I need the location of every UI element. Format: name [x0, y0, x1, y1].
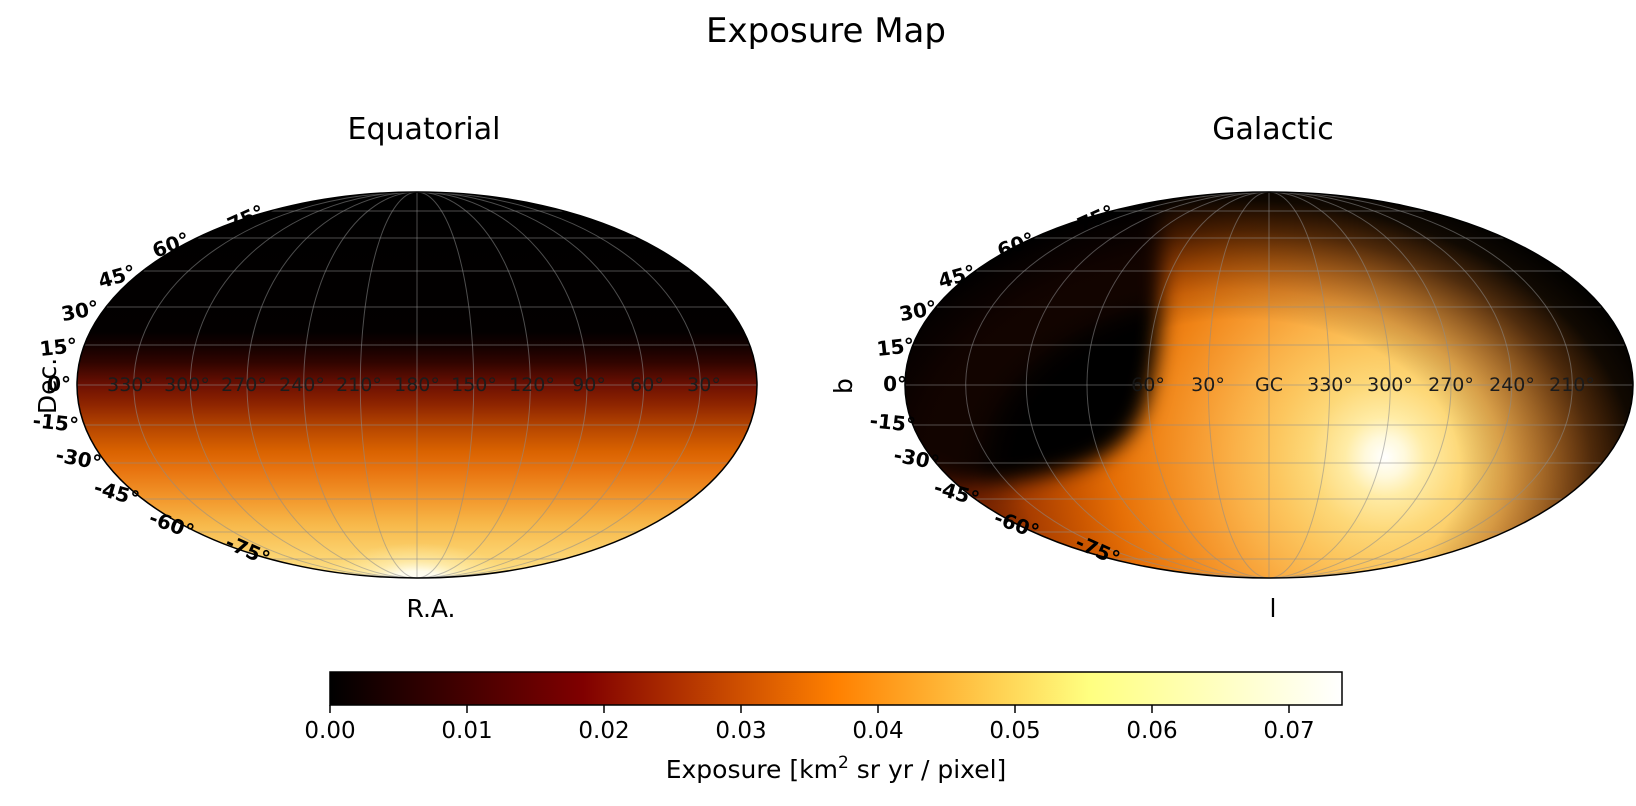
colorbar: 0.00 0.01 0.02 0.03 0.04 0.05 0.06 0.07 …	[304, 671, 1343, 784]
lon-label: 180°	[394, 374, 440, 396]
colorbar-tick: 0.07	[1263, 718, 1314, 744]
galactic-map: 75° 60° 45° 30° 15° 0° -15° -30° -45° -6…	[829, 191, 1634, 623]
colorbar-tick: 0.00	[304, 718, 355, 744]
lat-label: 15°	[875, 333, 915, 361]
lon-label: 240°	[1489, 374, 1535, 396]
lon-label: 270°	[1428, 374, 1474, 396]
galactic-map-title: Galactic	[1212, 112, 1333, 147]
colorbar-label-superscript: 2	[838, 753, 849, 773]
colorbar-label: Exposure [km2 sr yr / pixel]	[666, 753, 1007, 784]
figure-title: Exposure Map	[706, 11, 946, 51]
colorbar-gradient	[329, 671, 1343, 706]
equatorial-xlabel: R.A.	[406, 594, 455, 623]
galactic-lon-labels: 60° 30° GC 330° 300° 270° 240° 210°	[1131, 374, 1595, 396]
lat-label: 0°	[883, 372, 907, 396]
galactic-map-fill	[905, 192, 1633, 578]
lat-label: 0°	[47, 372, 71, 396]
lon-label: 270°	[221, 374, 267, 396]
equatorial-graticule	[77, 192, 757, 578]
colorbar-tick: 0.05	[989, 718, 1040, 744]
galactic-map-outline	[904, 191, 1634, 579]
colorbar-label-prefix: Exposure [km	[666, 755, 838, 784]
colorbar-tick: 0.01	[441, 718, 492, 744]
lon-label: 120°	[509, 374, 555, 396]
lon-label: 210°	[1549, 374, 1595, 396]
lon-label: 30°	[1191, 374, 1225, 396]
lat-label: -15°	[869, 408, 917, 437]
lon-label: 330°	[1307, 374, 1353, 396]
lat-label: 15°	[38, 333, 78, 361]
lat-label: -15°	[32, 408, 80, 437]
equatorial-ylabel: Dec.	[33, 358, 62, 414]
colorbar-tick: 0.04	[852, 718, 903, 744]
equatorial-map-title: Equatorial	[348, 112, 501, 147]
equatorial-map-fill	[77, 192, 757, 578]
galactic-xlabel: l	[1270, 594, 1277, 623]
colorbar-tick-marks	[329, 705, 1290, 713]
lat-label: 30°	[59, 295, 101, 326]
equatorial-map: 75° 60° 45° 30° 15° 0° -15° -30° -45° -6…	[32, 191, 758, 623]
colorbar-tick: 0.03	[715, 718, 766, 744]
lon-label: 210°	[336, 374, 382, 396]
lon-label: 300°	[164, 374, 210, 396]
colorbar-tick: 0.06	[1126, 718, 1177, 744]
lon-label: 60°	[1131, 374, 1165, 396]
colorbar-tick-labels: 0.00 0.01 0.02 0.03 0.04 0.05 0.06 0.07	[304, 718, 1314, 744]
colorbar-label-suffix: sr yr / pixel]	[849, 755, 1007, 784]
lon-label: 150°	[451, 374, 497, 396]
lon-label: 30°	[687, 374, 721, 396]
lon-label: 240°	[279, 374, 325, 396]
lon-label: 60°	[630, 374, 664, 396]
equatorial-lon-labels: 330° 300° 270° 240° 210° 180° 150° 120° …	[107, 374, 721, 396]
lon-label-galactic-center: GC	[1255, 374, 1283, 396]
lon-label: 330°	[107, 374, 153, 396]
colorbar-tick: 0.02	[578, 718, 629, 744]
lon-label: 90°	[572, 374, 606, 396]
lon-label: 300°	[1367, 374, 1413, 396]
galactic-ylabel: b	[829, 378, 858, 394]
equatorial-map-outline	[76, 191, 758, 579]
galactic-graticule	[905, 192, 1633, 578]
